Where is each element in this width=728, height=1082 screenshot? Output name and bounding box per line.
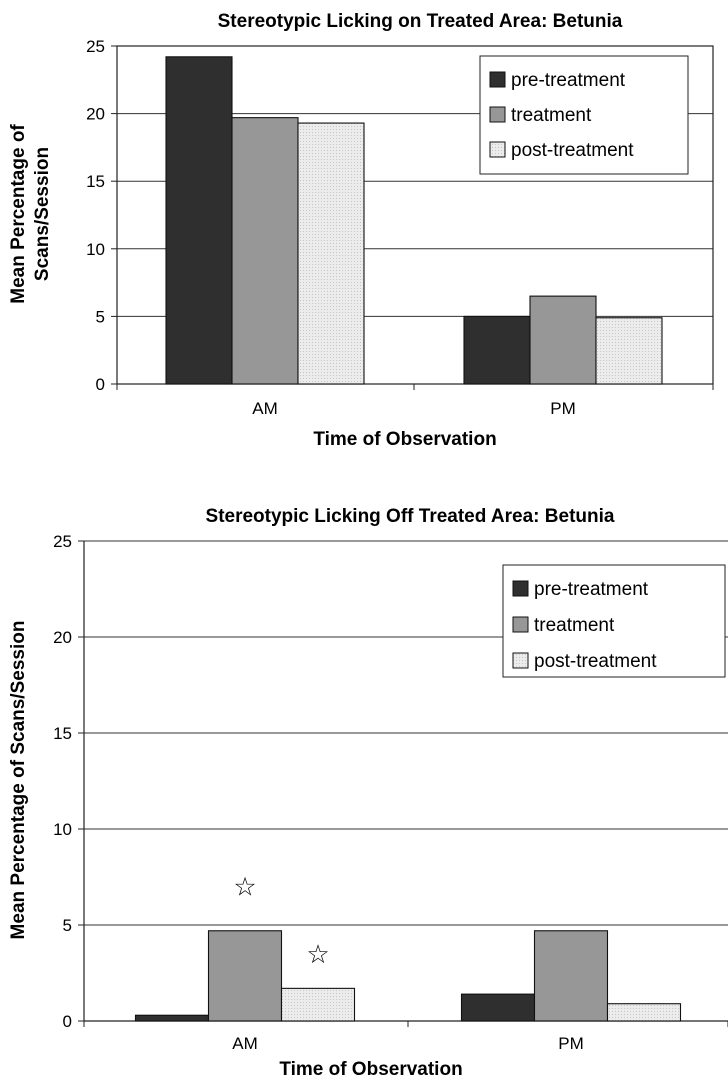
legend [502, 564, 726, 678]
chart-off-treated-area: Stereotypic Licking Off Treated Area: Be… [8, 506, 728, 1080]
x-axis-label: Time of Observation [313, 429, 496, 450]
bar-pre-treatment-pm [460, 993, 536, 1022]
legend-label-pre-treatment: pre-treatment [534, 579, 649, 600]
legend-swatch-pre-treatment [489, 71, 506, 88]
y-tick-label: 0 [96, 375, 105, 394]
y-tick-label: 0 [63, 1012, 72, 1031]
chart-on-treated-area: Stereotypic Licking on Treated Area: Bet… [8, 11, 714, 450]
y-tick-label: 15 [86, 172, 105, 191]
legend-swatch-post-treatment [489, 141, 506, 158]
legend-swatch-treatment [512, 616, 529, 633]
y-tick-label: 5 [63, 916, 72, 935]
y-tick-label: 10 [53, 820, 72, 839]
bar-pre-treatment-am [134, 1014, 210, 1022]
y-tick-label: 25 [86, 37, 105, 56]
x-tick-label: AM [252, 399, 278, 418]
y-tick-label: 10 [86, 240, 105, 259]
y-tick-label: 20 [53, 628, 72, 647]
bar-treatment-am [207, 930, 283, 1022]
y-axis-label: Mean Percentage of [8, 124, 29, 304]
x-tick-label: PM [558, 1034, 584, 1053]
legend-swatch-pre-treatment [512, 580, 529, 597]
legend-label-pre-treatment: pre-treatment [511, 70, 626, 91]
bar-post-treatment-am [280, 987, 356, 1022]
y-tick-label: 20 [86, 105, 105, 124]
bar-post-treatment-pm [595, 317, 663, 385]
y-axis-label: Scans/Session [32, 147, 53, 281]
plot-area [116, 45, 714, 385]
chart-title: Stereotypic Licking on Treated Area: Bet… [218, 11, 623, 32]
x-tick-label: PM [550, 399, 576, 418]
bar-pre-treatment-am [165, 56, 233, 385]
legend [479, 55, 689, 175]
bar-treatment-pm [529, 295, 597, 385]
legend-swatch-post-treatment [512, 652, 529, 669]
legend-swatch-treatment [489, 106, 506, 123]
y-tick-label: 25 [53, 532, 72, 551]
significance-star-icon: ☆ [306, 939, 329, 969]
bar-post-treatment-am [297, 122, 365, 385]
chart-title: Stereotypic Licking Off Treated Area: Be… [206, 506, 615, 527]
y-tick-label: 15 [53, 724, 72, 743]
bar-pre-treatment-pm [463, 315, 531, 385]
x-axis-label: Time of Observation [279, 1059, 462, 1080]
bar-treatment-pm [533, 930, 609, 1022]
significance-star-icon: ☆ [233, 872, 256, 902]
y-tick-label: 5 [96, 307, 105, 326]
y-axis-label: Mean Percentage of Scans/Session [8, 621, 29, 940]
legend-label-post-treatment: post-treatment [534, 651, 657, 672]
legend-label-treatment: treatment [511, 105, 592, 126]
bar-treatment-am [231, 117, 299, 385]
legend-label-post-treatment: post-treatment [511, 140, 634, 161]
x-tick-label: AM [232, 1034, 258, 1053]
legend-label-treatment: treatment [534, 615, 615, 636]
bar-post-treatment-pm [606, 1003, 682, 1022]
